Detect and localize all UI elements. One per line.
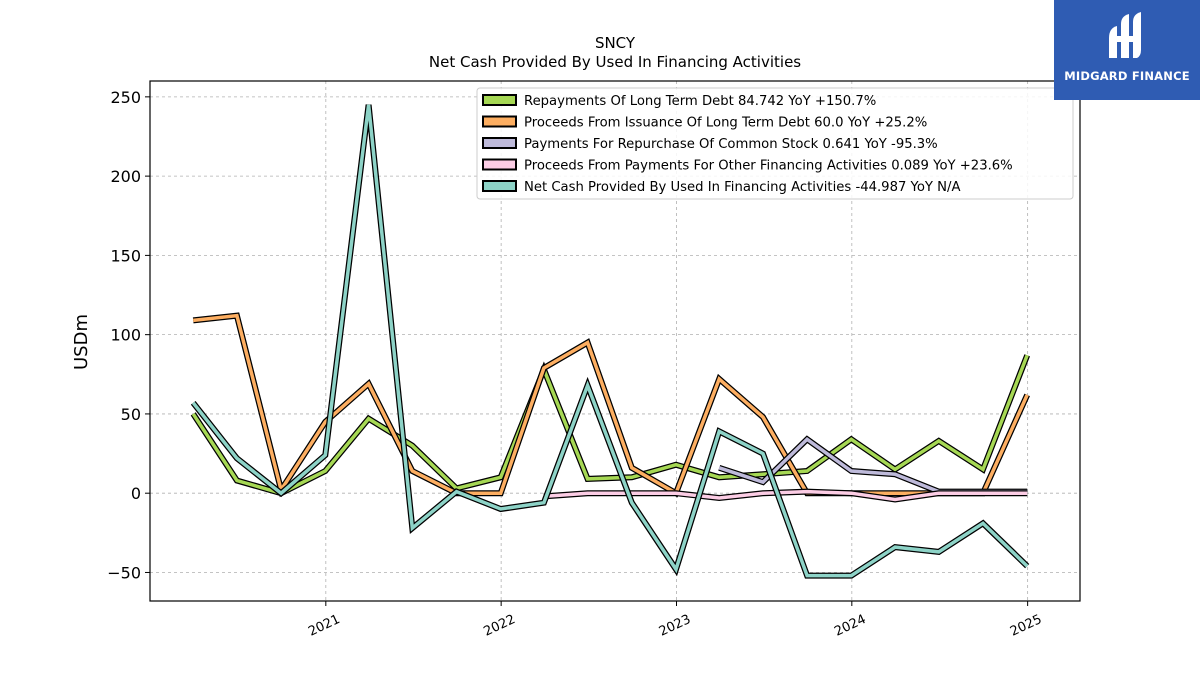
legend-entry: Proceeds From Payments For Other Financi…: [524, 159, 1013, 174]
legend-swatch: [482, 180, 517, 192]
series-outline: [190, 354, 1030, 497]
y-tick-label: 50: [121, 405, 141, 424]
brand-name: MIDGARD FINANCE: [1064, 69, 1190, 83]
legend-swatch: [482, 94, 517, 106]
series-line: [543, 489, 1028, 502]
legend-entry: Proceeds From Issuance Of Long Term Debt…: [524, 116, 927, 131]
chart-title: SNCY: [595, 34, 636, 52]
y-tick-label: 150: [110, 246, 141, 265]
x-tick-label: 2025: [1008, 612, 1044, 640]
x-tick-label: 2024: [832, 612, 868, 640]
legend-entry: Net Cash Provided By Used In Financing A…: [524, 180, 961, 195]
y-tick-label: 100: [110, 326, 141, 345]
chart-subtitle: Net Cash Provided By Used In Financing A…: [429, 53, 801, 71]
plot-frame: [149, 80, 1081, 602]
series-line: [191, 354, 1029, 496]
y-axis-label: USDm: [71, 314, 92, 370]
y-tick-label: 200: [110, 167, 141, 186]
series-group: [190, 104, 1030, 579]
x-tick-label: 2021: [306, 612, 342, 640]
y-tick-label: −50: [107, 563, 141, 582]
legend-entry: Repayments Of Long Term Debt 84.742 YoY …: [524, 94, 876, 109]
x-tick-label: 2022: [482, 612, 518, 640]
axis-ticks: −50 0 50 100 150 200 250 2021 2022 2023 2024 2025: [107, 88, 1044, 640]
y-tick-label: 250: [110, 88, 141, 107]
brand-logo: MIDGARD FINANCE: [1054, 0, 1200, 100]
series-line: [191, 104, 1029, 578]
legend-swatch: [482, 158, 517, 171]
legend: Repayments Of Long Term Debt 84.742 YoY …: [476, 87, 1074, 200]
legend-swatch: [482, 115, 517, 128]
midgard-logo-mark-icon: [1109, 12, 1141, 58]
y-tick-label: 0: [131, 484, 141, 503]
legend-entry: Payments For Repurchase Of Common Stock …: [524, 137, 938, 152]
legend-swatch: [482, 137, 517, 149]
x-tick-label: 2023: [657, 612, 693, 640]
legend-box: [476, 87, 1074, 200]
